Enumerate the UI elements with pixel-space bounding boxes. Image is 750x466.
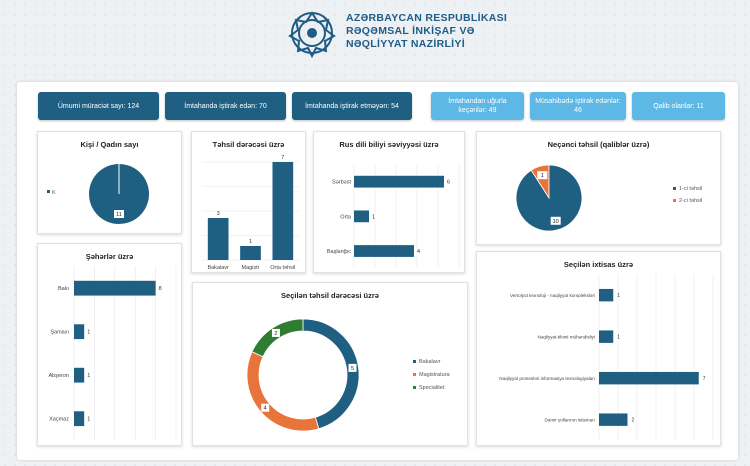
city-tick-label: Şamaxı (50, 330, 69, 336)
kpi-total-applications[interactable]: Ümumi müraciət sayı: 124 (38, 92, 159, 120)
rus-tick-label: Orta (340, 214, 352, 220)
gender-legend-swatch (47, 190, 50, 193)
rus-tick-label: Sərbəst (332, 180, 351, 186)
rus-tick-label: Başlanğıc (327, 249, 351, 255)
city-bar-bak[interactable] (74, 280, 156, 296)
gender-data-label: 11 (116, 212, 122, 218)
city-data-label: 1 (87, 330, 90, 336)
ministry-line-3: NƏQLİYYAT NAZİRLİYİ (346, 38, 465, 50)
edu-tick-label: Bakalavr (207, 265, 229, 271)
donut-data-label: 2 (274, 331, 277, 337)
donut-data-label-bg (271, 328, 280, 337)
gender-chart-card: Kişi / Qadın sayı K 11 (37, 131, 182, 234)
rus-data-label: 1 (372, 214, 375, 220)
spec-bar-vertolyot-texnoloji-n-qliyyat-kompleksl-ri[interactable] (599, 288, 614, 302)
edu-bar-orta-t-hsil[interactable] (272, 162, 294, 260)
city-bar-amax[interactable] (74, 324, 85, 340)
edu-tick-label: Magistr (241, 265, 259, 271)
kpi-exam-participants[interactable]: İmtahanda iştirak edən: 70 (165, 92, 286, 120)
which-pie-slice-1-ci-t-hsil[interactable] (515, 164, 583, 232)
city-bar-xa-maz[interactable] (74, 411, 85, 427)
kpi-winners[interactable]: Qalib olanlar: 11 (632, 92, 725, 120)
rus-data-label: 4 (417, 249, 420, 255)
city-data-label: 1 (87, 373, 90, 379)
donut-legend-swatch (413, 373, 416, 376)
donut-legend-label: Magistratura (419, 372, 451, 378)
which-legend-label: 1-ci təhsil (679, 186, 702, 192)
page-header: AZƏRBAYCAN RESPUBLİKASI RƏQƏMSAL İNKİŞAF… (0, 0, 750, 70)
donut-data-label-bg (348, 363, 357, 372)
city-data-label: 8 (159, 286, 162, 292)
donut-legend-label: Specialitet (419, 385, 445, 391)
edu-bar-magistr[interactable] (240, 246, 261, 260)
spec-tick-label: Vertolyot texnoloji - nəqliyyat kompleks… (510, 293, 595, 298)
which-legend-label: 2-ci təhsil (679, 198, 702, 204)
donut-slice-specialitet[interactable] (251, 318, 304, 358)
donut-data-label-bg (261, 403, 270, 412)
which-data-label: 10 (553, 219, 559, 225)
rus-data-label: 6 (447, 180, 450, 186)
rus-bar-orta[interactable] (354, 210, 369, 223)
donut-legend-swatch (413, 386, 416, 389)
russian-level-chart-card: Rus dili biliyi səviyyəsi üzrə 6 Sərbəst 1… (313, 131, 465, 273)
which-education-chart-title: Neçənci təhsil (qaliblər üzrə) (547, 140, 650, 149)
donut-data-label: 5 (351, 366, 354, 372)
gender-data-label-bg (114, 210, 124, 218)
which-data-label-bg (537, 171, 548, 180)
cities-chart-card: Şəhərlər üzrə 8 Bakı 1 Şamaxı 1 Abşeron 1 Xaçma… (37, 243, 182, 446)
cities-chart-title: Şəhərlər üzrə (85, 252, 134, 261)
education-level-chart-title: Təhsil dərəcəsi üzrə (212, 140, 285, 149)
spec-tick-label: Nəqliyyat prosesləri informasiya texnolo… (499, 376, 595, 381)
spec-data-label: 1 (617, 293, 620, 299)
gender-legend-label: K (52, 190, 56, 196)
which-education-chart-card: Neçənci təhsil (qaliblər üzrə) 1 10 1-ci t… (476, 131, 721, 245)
donut-legend-swatch (413, 360, 416, 363)
spec-bar-n-qliyyat-prosesl-ri-informasiya-texnologiyalar[interactable] (599, 371, 699, 385)
city-tick-label: Xaçmaz (49, 417, 69, 423)
city-tick-label: Bakı (58, 286, 69, 292)
chosen-specialty-chart-card: Seçilən ixtisas üzrə 1 Vertolyot texnoloj… (476, 251, 721, 446)
kpi-exam-passed[interactable]: İmtahandan uğurla keçənlər: 49 (431, 92, 524, 120)
chosen-education-chart-title: Seçilən təhsil dərəcəsi üzrə (281, 291, 379, 300)
chosen-specialty-chart-title: Seçilən ixtisas üzrə (563, 260, 634, 269)
which-data-label: 1 (541, 173, 544, 179)
edu-bar-bakalavr[interactable] (207, 218, 229, 260)
edu-data-label: 7 (281, 155, 284, 161)
donut-slice-bakalavr[interactable] (302, 318, 360, 430)
city-bar-ab-eron[interactable] (74, 367, 85, 383)
which-legend-swatch (673, 187, 676, 190)
edu-data-label: 1 (249, 239, 252, 245)
edu-tick-label: Orta təhsil (270, 265, 295, 271)
ministry-line-1: AZƏRBAYCAN RESPUBLİKASI (346, 12, 508, 24)
which-data-label-bg (550, 216, 561, 225)
which-legend-swatch (673, 199, 676, 202)
city-tick-label: Abşeron (49, 373, 70, 379)
chosen-education-chart-card: Seçilən təhsil dərəcəsi üzrə 5 4 2 Bakalavr… (192, 282, 468, 446)
spec-tick-label: Dəmir yollarının istismarı (544, 418, 595, 423)
donut-slice-magistratura[interactable] (246, 351, 320, 432)
spec-bar-n-qliyyat-tikinti-m-h-ndisliyi[interactable] (599, 330, 614, 343)
spec-tick-label: Nəqliyyat-tikinti mühəndisliyi (538, 335, 595, 340)
edu-data-label: 3 (217, 211, 220, 217)
rus-bar-ba-lan-c[interactable] (354, 245, 414, 257)
donut-data-label: 4 (264, 406, 267, 412)
donut-legend-label: Bakalavr (419, 359, 441, 365)
spec-data-label: 1 (617, 335, 620, 341)
education-level-chart-card: Təhsil dərəcəsi üzrə 3 Bakalavr 1 Magistr 7 O… (191, 131, 306, 273)
spec-data-label: 7 (703, 376, 706, 382)
kpi-interview-participants[interactable]: Müsahibədə iştirak edənlər: 46 (530, 92, 626, 120)
ministry-name: AZƏRBAYCAN RESPUBLİKASI RƏQƏMSAL İNKİŞAF… (346, 12, 507, 51)
rus-bar-s-rb-st[interactable] (354, 175, 444, 188)
city-data-label: 1 (87, 417, 90, 423)
spec-data-label: 2 (632, 418, 635, 424)
spec-bar-d-mir-yollar-n-n-istismar[interactable] (599, 413, 628, 426)
ministry-emblem-icon (288, 11, 336, 58)
ministry-line-2: RƏQƏMSAL İNKİŞAF VƏ (346, 25, 475, 37)
russian-level-chart-title: Rus dili biliyi səviyyəsi üzrə (339, 140, 439, 149)
gender-chart-title: Kişi / Qadın sayı (80, 140, 139, 149)
kpi-exam-absent[interactable]: İmtahanda iştirak etməyən: 54 (292, 92, 412, 120)
